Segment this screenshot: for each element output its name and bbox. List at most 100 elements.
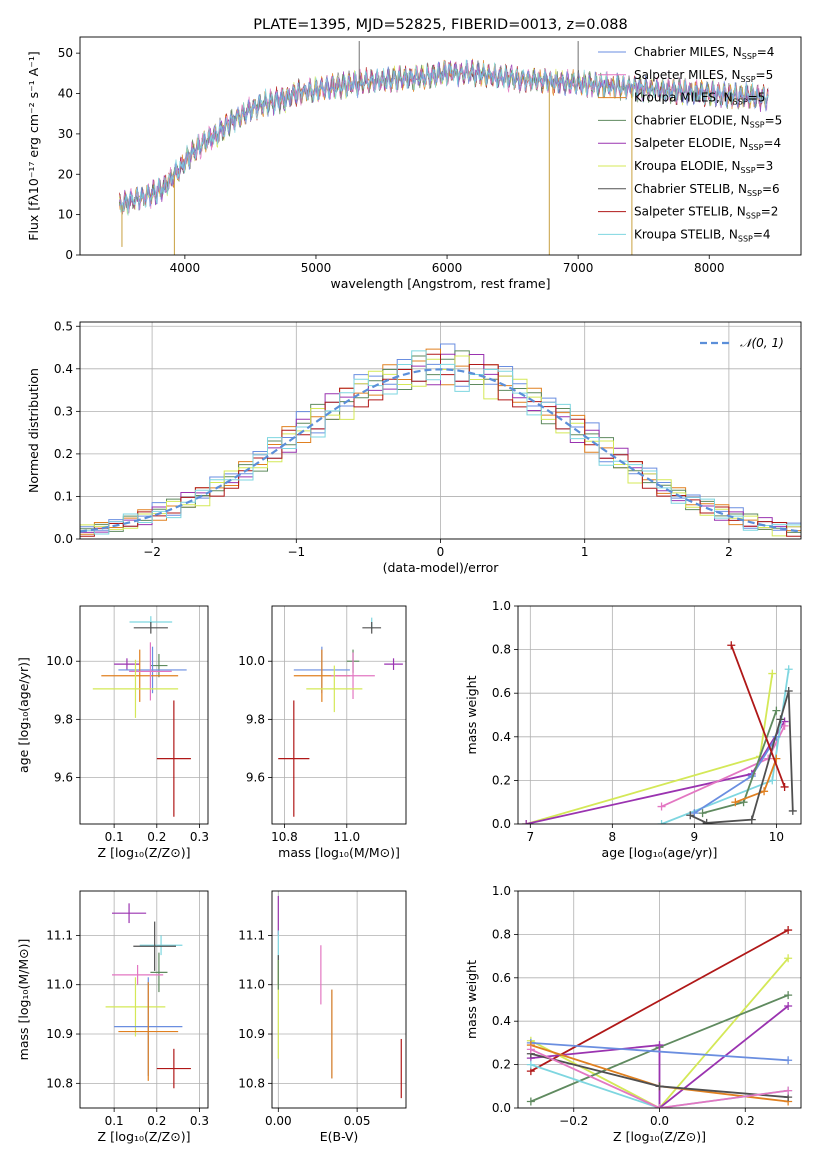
y-tick-label: 11.1 bbox=[238, 928, 265, 942]
axes-frame bbox=[271, 890, 407, 1109]
weight-marker-salpeter_elodie bbox=[784, 1002, 793, 1011]
legend-entry: Chabrier STELIB, NSSP=6 bbox=[634, 182, 780, 198]
x-tick-label: 0.3 bbox=[190, 1114, 209, 1128]
plot-area bbox=[80, 891, 208, 1108]
plot-area bbox=[272, 606, 406, 824]
weight-marker-salpeter_elodie bbox=[655, 1041, 664, 1050]
legend-value: =4 bbox=[763, 136, 781, 150]
y-tick-label: 40 bbox=[58, 87, 73, 101]
x-tick-label: 2 bbox=[725, 545, 733, 559]
y-tick-label: 1.0 bbox=[492, 884, 511, 898]
weight-marker-salpeter_stelib bbox=[727, 641, 736, 650]
legend-text: Kroupa STELIB, N bbox=[634, 227, 738, 241]
weight-line-chabrier_stelib bbox=[689, 690, 794, 824]
axes-frame bbox=[79, 605, 209, 825]
legend: 𝒩(0, 1) bbox=[700, 336, 784, 350]
legend-entry: Salpeter ELODIE, NSSP=4 bbox=[634, 136, 781, 152]
y-tick-label: 10.9 bbox=[238, 1027, 265, 1041]
x-tick-label: 0.2 bbox=[147, 830, 166, 844]
panel-z_vs_weight: −0.2 0.0 0.2 0.0 0.2 0.4 0.6 0.8 1.0 Z [log₁₀(Z/Z… bbox=[464, 884, 802, 1144]
axes-frame bbox=[271, 605, 407, 825]
x-axis-label: E(B-V) bbox=[320, 1129, 359, 1144]
x-tick-label: 7000 bbox=[563, 261, 594, 275]
x-tick-label: 0.2 bbox=[736, 1114, 755, 1128]
x-axis-label: (data-model)/error bbox=[383, 560, 500, 575]
x-tick-label: 0.3 bbox=[190, 830, 209, 844]
y-tick-label: 20 bbox=[58, 167, 73, 181]
weight-marker-chabrier_miles bbox=[690, 809, 699, 818]
legend-sub: SSP bbox=[750, 120, 765, 129]
panel-residuals: 𝒩(0, 1) −2 −1 0 1 2 0.0 0.1 0.2 0.3 0.4 0.5 (data-mo… bbox=[26, 319, 802, 575]
y-tick-label: 10.0 bbox=[238, 654, 265, 668]
weight-marker-salpeter_miles bbox=[657, 802, 666, 811]
legend-entry: Salpeter STELIB, NSSP=2 bbox=[634, 205, 778, 221]
weight-line-chabrier_miles bbox=[530, 1042, 789, 1062]
y-tick-label: 0.3 bbox=[54, 404, 73, 418]
legend-sub: SSP bbox=[741, 75, 756, 84]
y-axis-label: Flux [fλ10⁻¹⁷ erg cm⁻² s⁻¹ A⁻¹] bbox=[26, 51, 41, 240]
x-tick-label: 6000 bbox=[432, 261, 463, 275]
y-tick-label: 10.9 bbox=[46, 1027, 73, 1041]
y-tick-label: 0.0 bbox=[492, 1101, 511, 1115]
weight-marker-kroupa_miles bbox=[760, 787, 769, 796]
plot-area bbox=[80, 606, 208, 824]
weight-line-salpeter_elodie bbox=[530, 1005, 789, 1108]
y-tick-label: 0.8 bbox=[492, 643, 511, 657]
weight-marker-chabrier_stelib bbox=[784, 687, 793, 696]
y-axis-label: mass [log₁₀(M/M⊙)] bbox=[16, 939, 31, 1061]
legend-sub: SSP bbox=[742, 52, 757, 61]
plot-area bbox=[518, 606, 801, 824]
legend-value: =5 bbox=[756, 68, 774, 82]
weight-marker-chabrier_elodie bbox=[772, 706, 781, 715]
y-tick-label: 0.8 bbox=[492, 927, 511, 941]
legend-value: =4 bbox=[753, 227, 771, 241]
histogram-kroupa_stelib bbox=[80, 350, 801, 539]
legend-value: =5 bbox=[748, 91, 766, 105]
plot-area bbox=[80, 322, 801, 539]
legend-value: =3 bbox=[756, 159, 774, 173]
weight-marker-chabrier_elodie bbox=[784, 991, 793, 1000]
y-tick-label: 0.4 bbox=[492, 1014, 511, 1028]
legend-entry: Salpeter MILES, NSSP=5 bbox=[634, 68, 773, 84]
weight-marker-kroupa_stelib bbox=[768, 776, 777, 785]
x-tick-label: 5000 bbox=[301, 261, 332, 275]
y-axis-label: age [log₁₀(age/yr)] bbox=[16, 657, 31, 773]
x-axis-label: Z [log₁₀(Z/Z⊙)] bbox=[98, 845, 191, 860]
legend-value: =5 bbox=[765, 113, 783, 127]
weight-marker-kroupa_stelib bbox=[526, 1060, 535, 1069]
x-axis-label: age [log₁₀(age/yr)] bbox=[602, 845, 718, 860]
y-tick-label: 0.1 bbox=[54, 489, 73, 503]
y-tick-label: 0.5 bbox=[54, 319, 73, 333]
x-tick-label: 10 bbox=[769, 830, 784, 844]
weight-marker-chabrier_stelib bbox=[788, 806, 797, 815]
x-tick-label: 4000 bbox=[170, 261, 201, 275]
x-tick-label: 9 bbox=[691, 830, 699, 844]
weight-marker-salpeter_miles bbox=[655, 1104, 664, 1108]
legend-entry: Chabrier MILES, NSSP=4 bbox=[634, 45, 774, 61]
x-axis-label: Z [log₁₀(Z/Z⊙)] bbox=[613, 1129, 706, 1144]
panel-age_vs_weight: 7 8 9 10 0.0 0.2 0.4 0.6 0.8 1.0 age [log₁₀(age/yr… bbox=[464, 599, 802, 860]
x-axis-label: wavelength [Angstrom, rest frame] bbox=[330, 276, 550, 291]
panel-mass_vs_age: 10.8 11.0 9.6 9.8 10.0 mass [log₁₀(M/M⊙)] bbox=[238, 605, 407, 860]
chart-title: PLATE=1395, MJD=52825, FIBERID=0013, z=0… bbox=[253, 17, 627, 33]
x-tick-label: 1 bbox=[581, 545, 589, 559]
weight-marker-kroupa_stelib bbox=[657, 820, 666, 824]
x-tick-label: 8000 bbox=[694, 261, 725, 275]
y-tick-label: 10.8 bbox=[46, 1076, 73, 1090]
weight-marker-salpeter_miles bbox=[780, 721, 789, 730]
weight-marker-salpeter_stelib bbox=[780, 782, 789, 791]
y-tick-label: 0.2 bbox=[54, 447, 73, 461]
x-tick-label: 0.1 bbox=[105, 1114, 124, 1128]
x-tick-label: 0.0 bbox=[650, 1114, 669, 1128]
weight-line-kroupa_elodie bbox=[530, 957, 789, 1108]
y-tick-label: 1.0 bbox=[492, 599, 511, 613]
normal-curve bbox=[80, 368, 801, 533]
legend-entry: Kroupa MILES, NSSP=5 bbox=[634, 91, 765, 107]
y-tick-label: 0.4 bbox=[492, 730, 511, 744]
y-tick-label: 10 bbox=[58, 208, 73, 222]
weight-line-salpeter_miles bbox=[530, 1048, 789, 1108]
y-tick-label: 0.0 bbox=[492, 817, 511, 831]
weight-marker-chabrier_stelib bbox=[776, 715, 785, 724]
y-axis-label: mass weight bbox=[464, 675, 479, 754]
panel-z_vs_age: 0.1 0.2 0.3 9.6 9.8 10.0 Z [log₁₀(Z/Z⊙)] age [l… bbox=[16, 605, 209, 860]
